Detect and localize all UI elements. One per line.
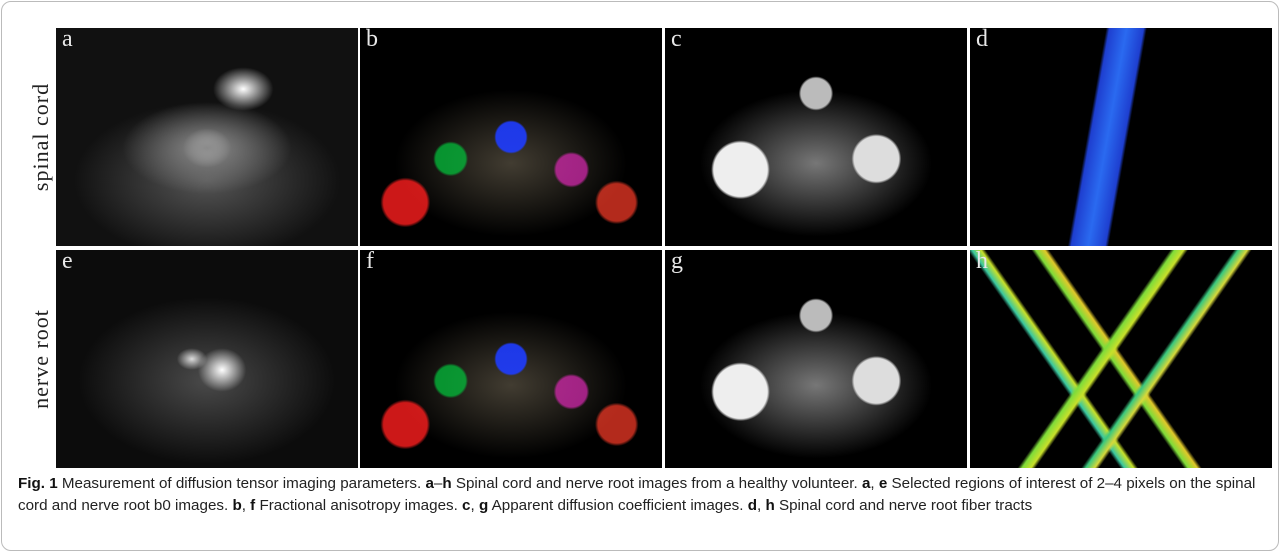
image-panel: b [360, 28, 662, 246]
caption-segment: Fig. 1 [18, 475, 58, 492]
row-label: spinal cord [26, 28, 56, 246]
caption-segment: e [878, 475, 888, 492]
panel-letter: f [366, 250, 374, 274]
caption-segment: d [747, 497, 757, 514]
caption-segment: Apparent diffusion coefficient images. [488, 497, 748, 514]
panel-letter: d [976, 28, 988, 52]
caption-segment: Spinal cord and nerve root images from a… [451, 475, 862, 492]
image-panel: c [665, 28, 967, 246]
panel-letter: b [366, 28, 378, 52]
caption-segment: c [462, 497, 471, 514]
panel-letter: h [976, 250, 988, 274]
caption-segment: b [232, 497, 242, 514]
caption-segment: h [765, 497, 775, 514]
caption-segment: , [870, 475, 879, 492]
image-panel: g [665, 250, 967, 468]
row-label-text: spinal cord [28, 82, 53, 192]
caption-segment: Spinal cord and nerve root fiber tracts [774, 497, 1033, 514]
panel-letter: g [671, 250, 683, 274]
caption-segment: Fractional anisotropy images. [255, 497, 463, 514]
image-panel: h [970, 250, 1272, 468]
caption-segment: , [757, 497, 766, 514]
figure-caption: Fig. 1 Measurement of diffusion tensor i… [18, 473, 1263, 517]
row-label: nerve root [26, 250, 56, 468]
image-panel: a [56, 28, 358, 246]
image-panel: d [970, 28, 1272, 246]
panel-letter: e [62, 250, 73, 274]
caption-segment: , [241, 497, 251, 514]
caption-segment: h [442, 475, 452, 492]
caption-segment: , [470, 497, 479, 514]
caption-segment: Measurement of diffusion tensor imaging … [57, 475, 426, 492]
panel-letter: a [62, 28, 73, 52]
row-label-text: nerve root [28, 309, 54, 409]
caption-segment: – [433, 475, 443, 492]
panel-letter: c [671, 28, 682, 52]
image-panel: f [360, 250, 662, 468]
caption-segment: a [861, 475, 871, 492]
caption-segment: f [250, 497, 256, 514]
image-panel: e [56, 250, 358, 468]
caption-segment: a [425, 475, 434, 492]
caption-segment: g [478, 497, 489, 514]
caption-segment: Selected regions of interest of 2–4 pixe… [18, 475, 1256, 514]
